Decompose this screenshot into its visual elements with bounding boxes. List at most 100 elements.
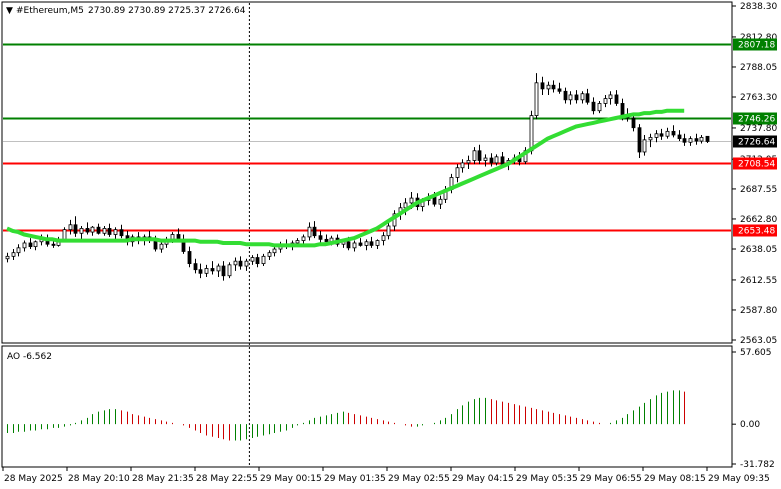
ao-label: AO -6.562 bbox=[7, 352, 52, 362]
candle bbox=[227, 262, 232, 279]
candle bbox=[694, 133, 699, 145]
ma-line bbox=[6, 108, 685, 248]
candle bbox=[238, 256, 243, 270]
candle bbox=[307, 222, 312, 241]
ao-histogram bbox=[7, 390, 685, 441]
current-price-bg bbox=[733, 135, 777, 148]
header-arrow-icon: ▼ bbox=[6, 6, 13, 16]
current-price-label: 2726.64 bbox=[738, 138, 775, 148]
candle bbox=[107, 223, 112, 237]
candle bbox=[375, 239, 380, 250]
candle bbox=[568, 91, 573, 105]
candle bbox=[5, 252, 10, 263]
price-tick-label: 2812.80 bbox=[740, 33, 777, 43]
candle bbox=[318, 230, 323, 243]
candle bbox=[210, 261, 215, 275]
candle bbox=[477, 144, 482, 165]
candle bbox=[90, 225, 95, 236]
candle bbox=[68, 219, 73, 235]
price-tick-label: 2563.05 bbox=[740, 336, 777, 346]
candle bbox=[677, 130, 682, 142]
time-tick-label: 28 May 20:10 bbox=[68, 474, 130, 484]
candle bbox=[585, 88, 590, 105]
level-label: 2708.54 bbox=[738, 160, 775, 170]
candle bbox=[85, 222, 90, 235]
level-label: 2746.26 bbox=[738, 115, 775, 125]
candle bbox=[574, 90, 579, 104]
candle bbox=[466, 155, 471, 169]
candle bbox=[551, 80, 556, 93]
candle bbox=[113, 227, 118, 240]
ao-tick-label: -31.782 bbox=[740, 460, 775, 470]
candle bbox=[608, 91, 613, 105]
candle bbox=[96, 223, 101, 235]
time-tick-label: 29 May 05:35 bbox=[516, 474, 578, 484]
price-tick-label: 2763.30 bbox=[740, 93, 777, 103]
time-tick-label: 29 May 04:15 bbox=[452, 474, 514, 484]
time-axis: 28 May 2025 28 May 20:10 28 May 21:35 28 Ma… bbox=[2, 467, 770, 484]
header-ohlc: 2730.89 2730.89 2725.37 2726.64 bbox=[88, 6, 246, 16]
time-tick-label: 29 May 02:55 bbox=[388, 474, 450, 484]
candle bbox=[386, 222, 391, 240]
candle bbox=[534, 73, 539, 120]
candle bbox=[659, 128, 664, 140]
candle bbox=[637, 124, 642, 159]
candle bbox=[642, 134, 647, 156]
candle bbox=[369, 236, 374, 248]
candle bbox=[33, 240, 38, 251]
candle bbox=[688, 136, 693, 146]
price-tick-label: 2687.55 bbox=[740, 185, 777, 195]
candle bbox=[597, 101, 602, 114]
candle bbox=[244, 258, 249, 271]
candle bbox=[352, 240, 357, 252]
candle bbox=[699, 134, 704, 144]
moving-average bbox=[6, 108, 685, 248]
candle bbox=[73, 216, 78, 237]
candle bbox=[603, 94, 608, 108]
candle bbox=[648, 133, 653, 148]
candle bbox=[654, 130, 659, 143]
candle bbox=[204, 264, 209, 277]
candle bbox=[364, 239, 369, 251]
ao-axis: 57.605 0.00 -31.782 bbox=[732, 348, 775, 470]
price-tick-label: 2662.80 bbox=[740, 215, 777, 225]
candle bbox=[233, 257, 238, 271]
price-tick-label: 2587.80 bbox=[740, 306, 777, 316]
candle bbox=[591, 97, 596, 115]
price-tick-label: 2638.05 bbox=[740, 245, 777, 255]
time-tick-label: 29 May 08:15 bbox=[644, 474, 706, 484]
candle bbox=[119, 224, 124, 239]
main-pane-frame bbox=[1, 1, 733, 344]
candle bbox=[671, 125, 676, 138]
candle bbox=[272, 246, 277, 257]
price-tick-label: 2838.30 bbox=[740, 2, 777, 12]
ao-tick-label: 0.00 bbox=[740, 420, 760, 430]
candle bbox=[563, 87, 568, 104]
candle bbox=[489, 153, 494, 167]
candle bbox=[494, 154, 499, 166]
time-tick-label: 29 May 09:35 bbox=[708, 474, 770, 484]
candle bbox=[255, 253, 260, 268]
candle bbox=[22, 240, 27, 252]
level-label-bg bbox=[733, 224, 777, 237]
candle bbox=[102, 225, 107, 236]
candle bbox=[614, 90, 619, 106]
time-tick-label: 28 May 2025 bbox=[4, 474, 63, 484]
candle bbox=[682, 133, 687, 146]
level-label-bg bbox=[733, 157, 777, 170]
time-tick-label: 29 May 01:35 bbox=[324, 474, 386, 484]
level-labels: 2807.18 2746.26 2708.54 2653.48 2726.64 bbox=[733, 38, 777, 237]
time-tick-label: 28 May 22:55 bbox=[196, 474, 258, 484]
candle bbox=[460, 159, 465, 173]
ao-tick-label: 57.605 bbox=[740, 348, 772, 358]
oscillator-pane-frame bbox=[1, 345, 733, 468]
candle bbox=[193, 258, 198, 274]
candle bbox=[250, 255, 255, 265]
time-tick-label: 29 May 06:55 bbox=[580, 474, 642, 484]
candle bbox=[472, 147, 477, 165]
level-label-bg bbox=[733, 112, 777, 125]
candle bbox=[483, 154, 488, 167]
candle bbox=[261, 253, 266, 267]
header-symbol: #Ethereum,M5 bbox=[16, 6, 84, 16]
